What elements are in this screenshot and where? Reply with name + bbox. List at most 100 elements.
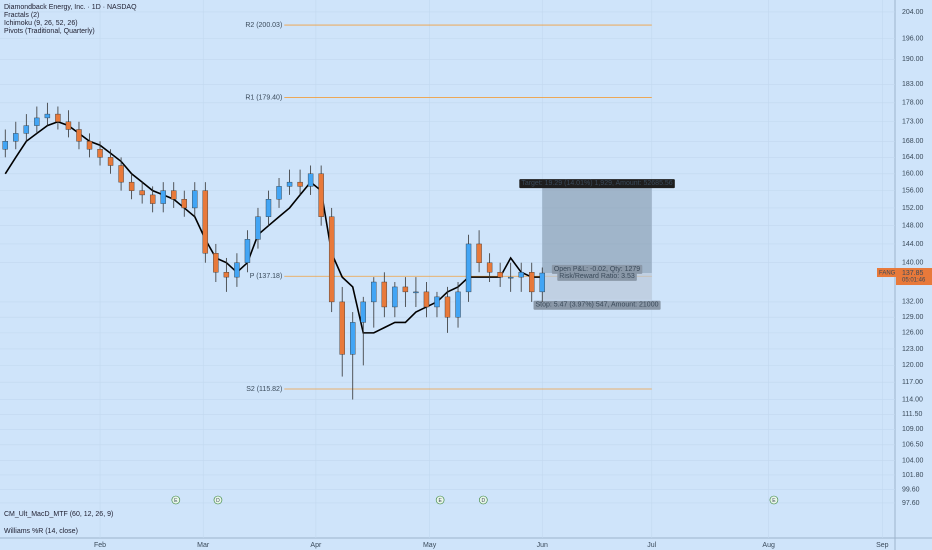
- event-marker: [769, 495, 779, 505]
- candle-body: [465, 243, 472, 293]
- event-marker: [478, 495, 488, 505]
- candle-body: [455, 291, 461, 318]
- candle-body: [234, 262, 240, 278]
- y-tick-label: 106.50: [902, 442, 924, 449]
- candle-body: [192, 190, 198, 209]
- label-bg: [533, 300, 661, 310]
- position-label: Open P&L: -0.02, Qty: 1279: [554, 266, 640, 273]
- candle-body: [286, 181, 293, 187]
- candle-body: [476, 243, 482, 263]
- pivot-label: R2 (200.03): [245, 22, 282, 29]
- candle-body: [213, 253, 219, 273]
- price-tag-bg: [877, 268, 896, 278]
- x-tick-label: May: [423, 542, 437, 549]
- candle-body: [55, 113, 61, 122]
- y-tick-label: 144.00: [902, 241, 924, 248]
- event-label: D: [481, 498, 485, 504]
- candle-body: [181, 199, 187, 209]
- candle-body: [318, 173, 324, 217]
- candle-body: [86, 141, 93, 150]
- candle-body: [307, 173, 314, 187]
- candle-body: [507, 276, 514, 279]
- x-tick-label: Mar: [197, 542, 210, 549]
- candle-body: [44, 113, 51, 119]
- symbol-title: Diamondback Energy, Inc. · 1D · NASDAQ: [4, 4, 137, 11]
- candle-body: [339, 301, 345, 355]
- label-bg: [557, 271, 637, 281]
- price-tag-countdown: 05:01:46: [902, 278, 926, 284]
- event-marker: [435, 495, 445, 505]
- price-tag-symbol: FANG: [879, 271, 896, 277]
- y-tick-label: 183.00: [902, 81, 924, 88]
- y-tick-label: 120.00: [902, 362, 924, 369]
- label-bg: [551, 264, 643, 274]
- x-tick-label: Sep: [876, 542, 889, 549]
- y-tick-label: 123.00: [902, 346, 924, 353]
- x-tick-label: Aug: [762, 542, 775, 549]
- candle-body: [149, 194, 156, 204]
- y-tick-label: 160.00: [902, 171, 924, 178]
- indicator-label: Fractals (2): [4, 12, 39, 19]
- candle-body: [413, 291, 419, 294]
- y-tick-label: 156.00: [902, 187, 924, 194]
- x-tick-label: Jul: [647, 542, 656, 549]
- candle-body: [23, 125, 30, 134]
- candle-body: [2, 141, 8, 150]
- event-label: E: [438, 498, 442, 504]
- event-marker: [213, 495, 223, 505]
- y-tick-label: 190.00: [902, 56, 924, 63]
- candle-body: [223, 272, 230, 278]
- y-tick-label: 104.00: [902, 458, 924, 465]
- candle-body: [297, 181, 303, 187]
- candle-body: [371, 281, 377, 303]
- indicator-label: Ichimoku (9, 26, 52, 26): [4, 20, 78, 27]
- price-tag-bg: [896, 268, 932, 286]
- y-tick-label: 152.00: [902, 205, 924, 212]
- y-tick-label: 168.00: [902, 138, 924, 145]
- candle-body: [434, 296, 440, 308]
- candle-body: [160, 190, 166, 204]
- candle-body: [486, 262, 493, 273]
- candle-body: [497, 272, 503, 278]
- y-tick-label: 111.50: [902, 411, 922, 418]
- x-tick-label: Feb: [94, 542, 106, 549]
- candle-body: [34, 117, 40, 126]
- candle-body: [350, 322, 356, 355]
- candle-body: [97, 149, 103, 158]
- event-label: E: [174, 498, 178, 504]
- candle-body: [360, 301, 366, 323]
- y-tick-label: 164.00: [902, 154, 924, 161]
- candle-body: [328, 216, 335, 303]
- candle-body: [244, 239, 251, 263]
- x-tick-label: Jun: [537, 542, 548, 549]
- position-label: Target: 19.29 (14.01%) 1,929, Amount: 52…: [521, 180, 672, 187]
- candle-body: [255, 216, 261, 240]
- y-tick-label: 129.00: [902, 314, 924, 321]
- plot: [0, 0, 895, 538]
- candle-body: [402, 286, 409, 293]
- candle-body: [518, 272, 524, 278]
- candle-body: [202, 190, 209, 254]
- y-tick-label: 114.00: [902, 396, 923, 403]
- event-marker: [171, 495, 181, 505]
- candle-body: [118, 165, 124, 183]
- indicator-label: Pivots (Traditional, Quarterly): [4, 28, 95, 35]
- y-tick-label: 117.00: [902, 379, 923, 386]
- event-label: D: [216, 498, 220, 504]
- candle-body: [423, 291, 430, 308]
- y-tick-label: 109.00: [902, 426, 924, 433]
- x-tick-label: Apr: [310, 542, 322, 549]
- candle-body: [76, 129, 82, 142]
- candle-body: [65, 121, 72, 130]
- price-tag-price: 137.85: [902, 270, 924, 277]
- label-bg: [519, 179, 675, 189]
- candle-body: [392, 286, 398, 308]
- pivot-label: S2 (115.82): [246, 386, 282, 393]
- y-tick-label: 178.00: [902, 100, 924, 107]
- baseline: [4, 120, 543, 334]
- y-tick-label: 140.00: [902, 260, 924, 267]
- indicator-label: Williams %R (14, close): [4, 528, 78, 535]
- candle-body: [171, 190, 177, 200]
- y-tick-label: 99.60: [902, 486, 920, 493]
